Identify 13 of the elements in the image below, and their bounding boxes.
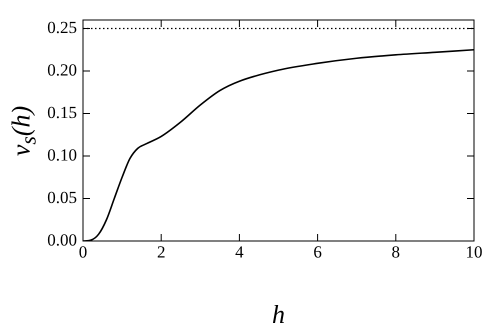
y-tick-label: 0.25 (47, 18, 77, 37)
x-tick-label: 8 (392, 242, 400, 262)
y-tick-label: 0.15 (47, 102, 77, 122)
y-tick-label: 0.05 (47, 188, 77, 207)
x-tick-label: 6 (313, 242, 322, 262)
y-tick-label: 0.10 (47, 145, 77, 164)
x-tick-label: 0 (78, 242, 88, 262)
y-tick-label: 0.20 (47, 60, 77, 80)
y-tick-label: 0.00 (47, 230, 77, 250)
x-axis-title: h (272, 300, 285, 330)
x-tick-label: 10 (466, 242, 482, 262)
x-tick-label: 2 (156, 242, 166, 262)
x-tick-label: 4 (235, 242, 244, 262)
